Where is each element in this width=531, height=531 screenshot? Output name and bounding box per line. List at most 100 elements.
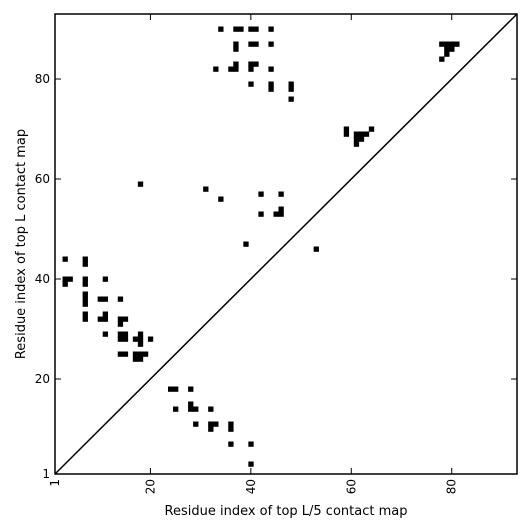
contact-point (188, 406, 194, 412)
contact-point (353, 136, 360, 142)
contact-point (253, 61, 259, 67)
contact-point (248, 66, 254, 72)
contact-point (343, 126, 350, 132)
x-axis-label: Residue index of top L/5 contact map (165, 504, 408, 519)
y-axis-label: Residue index of top L contact map (14, 129, 29, 359)
contact-point (213, 66, 219, 72)
x-tick-label: 40 (244, 479, 258, 494)
contact-point (258, 211, 264, 217)
contact-point (117, 336, 124, 342)
contact-point (62, 276, 68, 282)
contact-point (248, 26, 254, 32)
diagonal-line (54, 13, 518, 475)
contact-point (368, 126, 375, 132)
y-tick-label: 80 (35, 72, 50, 86)
ticks-layer: 1 20 40 60 80 1 20 40 60 80 (35, 14, 517, 494)
contact-point (142, 351, 149, 357)
contact-point (82, 281, 88, 287)
x-tick-label: 1 (48, 479, 62, 487)
x-tick-label: 20 (143, 479, 157, 494)
contact-point (82, 256, 88, 262)
contact-point (102, 311, 109, 317)
contact-point (193, 406, 199, 412)
contact-point (358, 136, 365, 142)
contact-point (233, 26, 239, 32)
contact-point (102, 331, 109, 337)
contact-point (97, 316, 104, 322)
contact-point (353, 131, 360, 137)
contact-point (228, 66, 234, 72)
contact-point (122, 336, 129, 342)
contact-point (97, 296, 104, 302)
contact-point (62, 256, 68, 262)
contact-point (449, 46, 455, 52)
contact-point (117, 351, 124, 357)
contact-point (137, 356, 144, 362)
contact-point (363, 131, 370, 137)
contact-point (82, 311, 88, 317)
contact-point (137, 181, 144, 187)
contact-point (278, 211, 284, 217)
contact-point (248, 61, 254, 67)
contact-point (444, 51, 450, 57)
contact-point (439, 41, 445, 47)
contact-point (233, 41, 239, 47)
contact-point (439, 56, 445, 62)
contact-point (218, 196, 224, 202)
contact-point (102, 276, 109, 282)
contact-point (137, 341, 144, 347)
contact-point (268, 26, 274, 32)
contact-point (137, 331, 144, 337)
contact-point (173, 386, 179, 392)
contact-point (137, 336, 144, 342)
contact-point (358, 131, 365, 137)
contact-point (258, 191, 264, 197)
y-tick-label: 60 (35, 172, 50, 186)
contact-point (117, 296, 124, 302)
contact-point (137, 351, 144, 357)
contact-point (278, 206, 284, 212)
y-tick-label: 20 (35, 372, 50, 386)
contact-point (82, 276, 88, 282)
contact-point (278, 191, 284, 197)
contact-point (122, 331, 129, 337)
contact-point (82, 296, 88, 302)
x-tick-label: 80 (445, 479, 459, 494)
contact-point (167, 386, 174, 392)
contact-point (228, 426, 234, 432)
contact-point (208, 421, 214, 427)
contact-point (173, 406, 179, 412)
contact-point (117, 316, 124, 322)
contact-point (188, 401, 194, 407)
points-layer (62, 26, 460, 467)
contact-point (203, 186, 209, 192)
contact-point (188, 386, 194, 392)
contact-point (273, 211, 279, 217)
contact-point (67, 276, 73, 282)
contact-point (82, 261, 88, 267)
contact-point (248, 441, 254, 447)
contact-point (353, 141, 360, 147)
contact-point (147, 336, 154, 342)
contact-point (268, 86, 274, 92)
contact-point (268, 66, 274, 72)
contact-point (454, 41, 460, 47)
contact-point (243, 241, 249, 247)
contact-point (228, 421, 234, 427)
contact-point (132, 336, 139, 342)
contact-point (122, 351, 129, 357)
contact-point (208, 426, 214, 432)
contact-point (122, 316, 129, 322)
contact-point (248, 41, 254, 47)
contact-point (268, 41, 274, 47)
y-tick-label: 40 (35, 272, 50, 286)
y-tick-label: 1 (42, 467, 50, 481)
contact-point (82, 301, 88, 307)
contact-point (208, 406, 214, 412)
contact-point (449, 41, 455, 47)
contact-point (82, 291, 88, 297)
plot-frame (54, 13, 518, 475)
contact-point (444, 41, 450, 47)
contact-point (288, 96, 294, 102)
